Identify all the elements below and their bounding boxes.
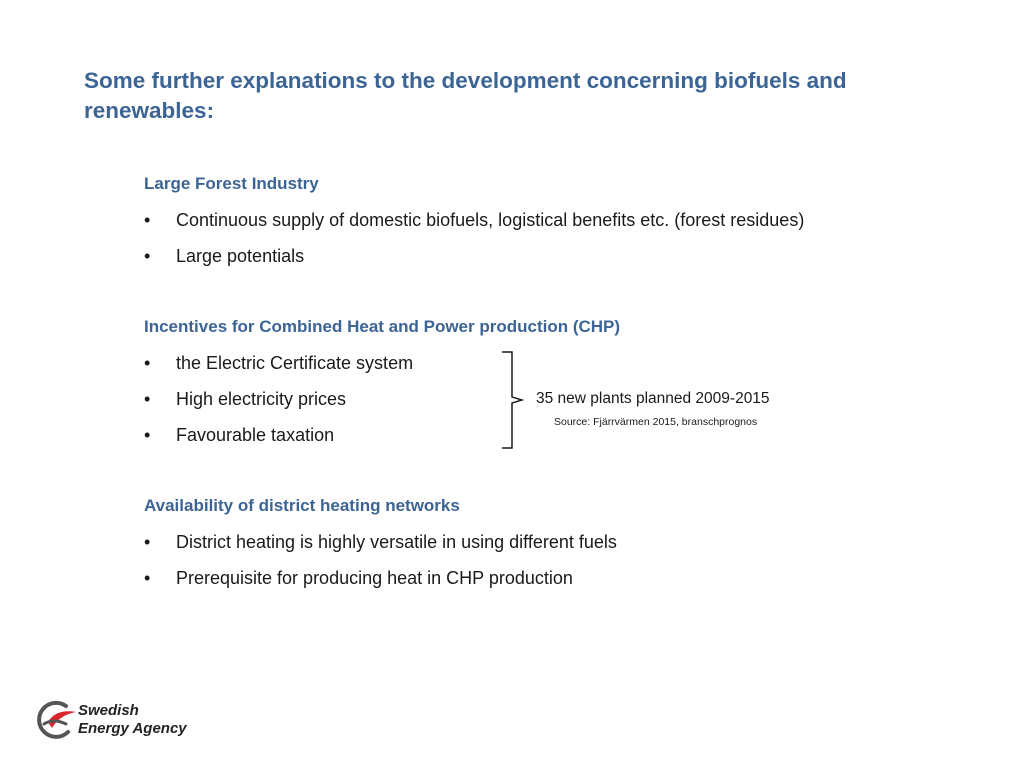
bullet-item: • High electricity prices <box>144 381 924 417</box>
bullet-text: the Electric Certificate system <box>176 353 414 373</box>
slide-title: Some further explanations to the develop… <box>84 68 847 123</box>
bullet-dot: • <box>144 353 151 373</box>
bullet-dot: • <box>144 532 151 552</box>
logo-line-2: Energy Agency <box>78 720 187 737</box>
bullet-dot: • <box>144 210 151 230</box>
bullet-item: • Favourable taxation <box>144 417 924 453</box>
logo-line-1: Swedish <box>78 702 139 719</box>
bullet-item: • the Electric Certificate system <box>144 345 924 381</box>
section-heading: Availability of district heating network… <box>144 496 460 515</box>
bullet-text: Favourable taxation <box>176 425 335 445</box>
bullet-item: • District heating is highly versatile i… <box>144 524 924 560</box>
bullet-text: Continuous supply of domestic biofuels, … <box>176 210 805 230</box>
section-forest-industry: Large Forest Industry • Continuous suppl… <box>144 166 924 274</box>
bullet-text: Prerequisite for producing heat in CHP p… <box>176 568 573 588</box>
bullet-dot: • <box>144 425 151 445</box>
bullet-item: • Large potentials <box>144 238 924 274</box>
logo-wordmark: Swedish Energy Agency <box>78 702 187 738</box>
curly-brace-icon <box>502 351 524 449</box>
bullet-dot: • <box>144 246 151 266</box>
source-note: Source: Fjärrvärmen 2015, branschprognos <box>554 416 758 428</box>
swedish-energy-agency-logo-icon <box>37 700 76 739</box>
bullet-text: District heating is highly versatile in … <box>176 532 617 552</box>
section-heading: Large Forest Industry <box>144 174 319 193</box>
bullet-item: • Continuous supply of domestic biofuels… <box>144 202 924 238</box>
bullet-text: High electricity prices <box>176 389 347 409</box>
bullet-text: Large potentials <box>176 246 305 266</box>
section-chp-incentives: Incentives for Combined Heat and Power p… <box>144 309 924 453</box>
agency-logo: Swedish Energy Agency <box>34 698 204 746</box>
section-heading: Incentives for Combined Heat and Power p… <box>144 317 621 336</box>
section-district-heating: Availability of district heating network… <box>144 488 924 596</box>
bullet-dot: • <box>144 568 151 588</box>
bullet-dot: • <box>144 389 151 409</box>
plants-annotation: 35 new plants planned 2009-2015 <box>536 390 770 407</box>
bullet-item: • Prerequisite for producing heat in CHP… <box>144 560 924 596</box>
